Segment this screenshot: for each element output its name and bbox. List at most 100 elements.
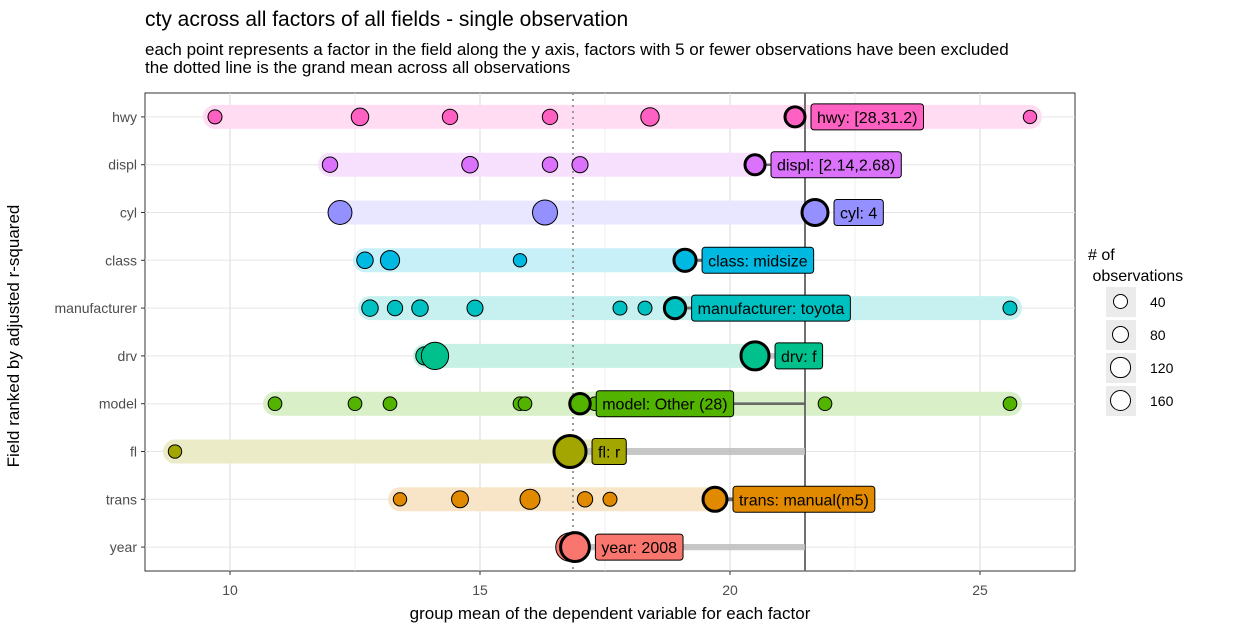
legend-entry: 120 xyxy=(1088,353,1198,386)
chart-title: cty across all factors of all fields - s… xyxy=(145,8,629,31)
legend-entry: 160 xyxy=(1088,386,1198,419)
factor-point-trans xyxy=(451,490,469,509)
factor-point-model xyxy=(817,396,833,412)
factor-point-class xyxy=(512,253,528,268)
x-tick-label: 20 xyxy=(722,582,738,598)
factor-point-trans xyxy=(602,491,618,507)
factor-label-hwy: hwy: [28,31.2) xyxy=(817,110,918,127)
factor-label-box-cyl xyxy=(833,199,884,226)
factor-point-cyl xyxy=(327,200,353,225)
factor-label-class: class: midsize xyxy=(708,253,808,270)
y-tick-label-trans: trans xyxy=(106,491,137,507)
factor-label-manufacturer: manufacturer: toyota xyxy=(698,301,845,318)
selected-point-manufacturer xyxy=(662,295,688,321)
factor-label-box-displ xyxy=(770,151,902,179)
y-tick-label-displ: displ xyxy=(108,157,137,173)
factor-point-manufacturer xyxy=(612,300,628,316)
factor-point-displ xyxy=(541,156,559,173)
factor-label-box-model xyxy=(595,390,735,418)
factor-point-drv xyxy=(420,341,450,371)
legend-entry-label: 80 xyxy=(1150,327,1166,343)
x-tick-label: 10 xyxy=(222,582,238,598)
selected-point-class xyxy=(672,247,698,273)
factor-point-fl xyxy=(167,444,183,459)
legend-size-circle xyxy=(1113,294,1128,309)
factor-point-hwy xyxy=(1022,109,1038,125)
factor-point-model xyxy=(347,396,363,412)
factor-point-model xyxy=(382,396,398,412)
factor-point-displ xyxy=(461,155,479,174)
y-tick-label-fl: fl xyxy=(130,444,137,460)
y-tick-label-manufacturer: manufacturer xyxy=(55,300,138,316)
size-legend: # of observations 40 80 120 160 xyxy=(1088,245,1198,419)
selected-point-displ xyxy=(743,153,767,177)
x-tick-label: 25 xyxy=(972,582,988,598)
legend-size-circle xyxy=(1111,325,1130,344)
factor-point-trans xyxy=(519,488,541,510)
selected-point-model xyxy=(568,391,592,416)
selected-point-cyl xyxy=(800,198,830,227)
legend-entry: 40 xyxy=(1088,287,1198,320)
factor-point-manufacturer xyxy=(1002,300,1018,316)
factor-label-trans: trans: manual(m5) xyxy=(739,492,869,509)
factor-point-model xyxy=(267,396,283,412)
selected-point-drv xyxy=(739,340,771,372)
legend-entry-label: 160 xyxy=(1150,393,1174,409)
factor-label-box-class xyxy=(701,246,815,274)
factor-point-hwy xyxy=(207,109,223,125)
legend-key xyxy=(1106,353,1136,383)
legend-size-circle xyxy=(1109,389,1132,412)
factor-point-cyl xyxy=(532,199,558,226)
factor-label-fl: fl: r xyxy=(598,445,621,462)
factor-point-manufacturer xyxy=(386,299,404,317)
factor-label-box-fl xyxy=(591,438,627,465)
factor-label-cyl: cyl: 4 xyxy=(840,206,877,223)
legend-entry-label: 40 xyxy=(1150,294,1166,310)
x-tick-label: 15 xyxy=(472,582,488,598)
y-tick-label-drv: drv xyxy=(118,348,137,364)
factor-point-model xyxy=(1002,396,1018,412)
factor-point-manufacturer xyxy=(411,299,429,317)
y-tick-label-model: model xyxy=(99,396,137,412)
legend-entry: 80 xyxy=(1088,320,1198,353)
factor-point-trans xyxy=(392,492,408,507)
chart-subtitle: each point represents a factor in the fi… xyxy=(145,40,1009,77)
factor-point-displ xyxy=(321,156,339,173)
selected-point-hwy xyxy=(783,105,807,129)
factor-point-hwy xyxy=(541,108,559,126)
factor-label-box-hwy xyxy=(810,103,924,131)
factor-label-box-drv xyxy=(774,342,824,370)
legend-rows: 40 80 120 160 xyxy=(1088,287,1198,419)
factor-point-class xyxy=(379,250,401,271)
factor-point-hwy xyxy=(441,108,459,126)
factor-point-hwy xyxy=(350,107,370,127)
factor-label-box-trans xyxy=(732,485,876,513)
y-tick-label-year: year xyxy=(110,539,138,555)
factor-point-trans xyxy=(576,491,594,508)
factor-point-model xyxy=(517,396,533,412)
factor-label-model: model: Other (28) xyxy=(602,397,727,414)
legend-key xyxy=(1106,287,1136,317)
factor-point-hwy xyxy=(640,107,660,127)
selected-point-year xyxy=(559,531,591,564)
legend-entry-label: 120 xyxy=(1150,360,1174,376)
legend-title: # of observations xyxy=(1088,247,1184,285)
legend-size-circle xyxy=(1110,357,1131,378)
factor-point-manufacturer xyxy=(466,299,484,317)
factor-label-box-year xyxy=(594,533,684,561)
legend-key xyxy=(1106,320,1136,350)
y-tick-label-cyl: cyl xyxy=(120,205,137,221)
x-axis-title: group mean of the dependent variable for… xyxy=(409,604,811,623)
factor-point-manufacturer xyxy=(361,299,379,317)
factor-label-displ: displ: [2.14,2.68) xyxy=(777,158,895,175)
y-tick-label-class: class xyxy=(105,252,137,268)
y-tick-label-hwy: hwy xyxy=(112,109,137,125)
factor-point-displ xyxy=(571,156,589,174)
factor-label-year: year: 2008 xyxy=(601,540,677,557)
selected-point-trans xyxy=(701,485,729,513)
legend-key xyxy=(1106,386,1136,416)
factor-label-drv: drv: f xyxy=(781,349,817,366)
factor-label-box-manufacturer xyxy=(691,294,851,322)
factor-point-class xyxy=(356,251,374,270)
